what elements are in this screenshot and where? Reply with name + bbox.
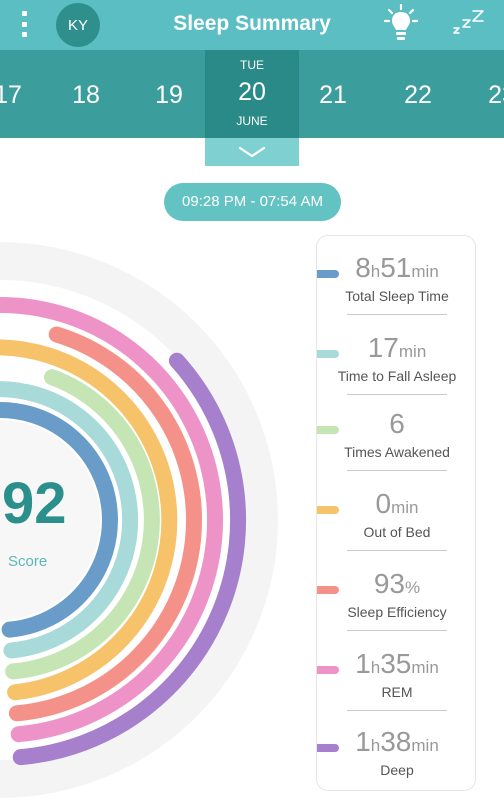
stat-label: Deep [380,762,414,778]
chevron-down-icon [238,146,266,158]
selected-day-of-week: TUE [240,58,264,72]
expand-calendar-button[interactable] [205,138,299,166]
sleep-ring-arc [0,402,119,638]
stat-item: 1h35min REM [317,648,477,724]
stat-label: REM [381,684,413,700]
sleep-ring-arc [8,326,202,722]
kebab-menu-icon[interactable] [18,11,30,37]
stat-color-swatch [317,506,339,514]
date-item-selected[interactable]: TUE 20 JUNE [205,50,299,138]
stat-item: 6 Times Awakened [317,408,477,484]
stat-value: 1h38min [355,726,439,757]
sleep-stats-card: 8h51min Total Sleep Time 17min Time to Fall… [316,235,476,791]
stat-divider [347,314,447,315]
sleep-ring-arc [5,369,160,680]
sleep-ring-arc [12,352,247,766]
lightbulb-icon[interactable] [384,4,418,44]
stat-divider [347,550,447,551]
sleep-ring-arc [0,297,223,743]
stat-label: Out of Bed [363,524,431,540]
date-item[interactable]: 22 [404,81,432,109]
zzz-icon[interactable] [450,8,486,40]
stat-item: 8h51min Total Sleep Time [317,252,477,328]
stat-color-swatch [317,744,339,752]
sleep-time-range[interactable]: 09:28 PM - 07:54 AM [164,183,341,221]
sleep-score-label: Score [8,553,48,570]
sleep-ring-arc [0,339,178,701]
stat-color-swatch [317,426,339,434]
stat-divider [347,710,447,711]
stat-label: Times Awakened [344,444,450,460]
date-item[interactable]: 17 [0,81,22,109]
stat-label: Sleep Efficiency [347,604,447,620]
stat-value: 6 [389,408,405,439]
sleep-rings-chart [0,242,278,798]
stat-divider [347,394,447,395]
stat-color-swatch [317,270,339,278]
selected-month: JUNE [236,114,268,128]
stat-value: 1h35min [355,648,439,679]
stat-item: 1h38min Deep [317,726,477,800]
stat-item: 17min Time to Fall Asleep [317,332,477,408]
stat-color-swatch [317,350,339,358]
date-item[interactable]: 23 [488,81,504,109]
user-avatar[interactable]: KY [56,3,100,47]
stat-value: 0min [375,488,419,519]
stat-color-swatch [317,586,339,594]
stat-divider [347,470,447,471]
selected-day: 20 [238,78,266,106]
stat-value: 93% [373,568,421,599]
app-header: KY Sleep Summary [0,0,504,50]
sleep-ring-arc [0,381,139,659]
stat-label: Total Sleep Time [345,288,449,304]
stat-color-swatch [317,666,339,674]
sleep-score-value: 92 [2,471,67,536]
stat-item: 93% Sleep Efficiency [317,568,477,644]
stat-item: 0min Out of Bed [317,488,477,564]
stat-value: 8h51min [355,252,439,283]
date-item[interactable]: 18 [72,81,100,109]
score-center [0,420,100,620]
date-item[interactable]: 21 [319,81,347,109]
stat-value: 17min [367,332,427,363]
stat-label: Time to Fall Asleep [337,368,457,384]
date-item[interactable]: 19 [155,81,183,109]
stat-divider [347,630,447,631]
